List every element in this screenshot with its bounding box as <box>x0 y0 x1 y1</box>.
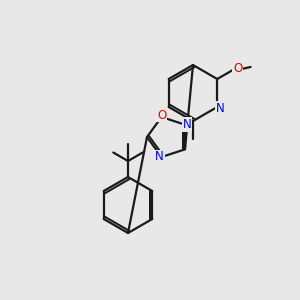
Text: O: O <box>157 109 166 122</box>
Text: N: N <box>216 101 225 115</box>
Text: O: O <box>233 62 242 76</box>
Text: N: N <box>155 151 164 164</box>
Text: N: N <box>183 118 191 131</box>
